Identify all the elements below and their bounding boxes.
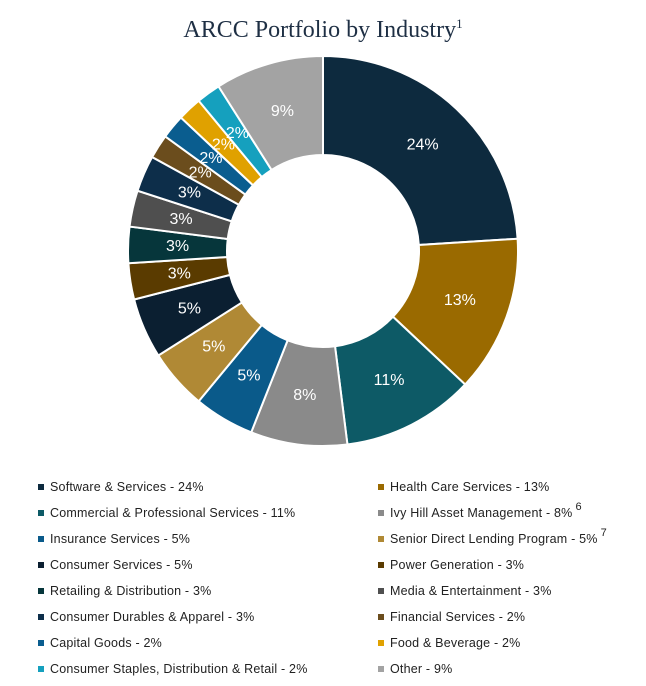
slice-data-label: 2% <box>212 136 235 153</box>
legend-item: Consumer Services - 5% <box>38 552 378 578</box>
legend-swatch <box>378 614 384 620</box>
chart-title: ARCC Portfolio by Industry1 <box>0 16 646 44</box>
legend-swatch <box>38 614 44 620</box>
legend-item: Software & Services - 24% <box>38 474 378 500</box>
legend-swatch <box>378 562 384 568</box>
legend-item: Insurance Services - 5% <box>38 526 378 552</box>
legend-swatch <box>378 640 384 646</box>
legend-label: Senior Direct Lending Program - 5% <box>390 532 598 546</box>
legend-item: Consumer Durables & Apparel - 3% <box>38 604 378 630</box>
legend-item: Financial Services - 2% <box>378 604 638 630</box>
legend-swatch <box>378 536 384 542</box>
slice-data-label: 2% <box>199 150 222 167</box>
legend-label: Health Care Services - 13% <box>390 480 550 494</box>
legend-item: Ivy Hill Asset Management - 8% 6 <box>378 500 638 526</box>
legend-swatch <box>38 562 44 568</box>
legend-label: Capital Goods - 2% <box>50 636 162 650</box>
legend-swatch <box>38 640 44 646</box>
slice-data-label: 5% <box>202 339 225 356</box>
slice-data-label: 9% <box>271 103 294 120</box>
legend-label: Consumer Services - 5% <box>50 558 193 572</box>
legend-label: Insurance Services - 5% <box>50 532 191 546</box>
slice-data-label: 3% <box>166 238 189 255</box>
slice-data-label: 5% <box>178 300 201 317</box>
slice-data-label: 8% <box>293 387 316 404</box>
legend-item: Commercial & Professional Services - 11% <box>38 500 378 526</box>
legend-item: Senior Direct Lending Program - 5% 7 <box>378 526 638 552</box>
donut-chart: 24%13%11%8%5%5%5%3%3%3%3%2%2%2%2%9% <box>127 54 519 447</box>
legend-swatch <box>378 588 384 594</box>
chart-title-text: ARCC Portfolio by Industry <box>183 17 457 43</box>
legend-swatch <box>38 536 44 542</box>
legend-swatch <box>38 666 44 672</box>
legend-label: Food & Beverage - 2% <box>390 636 521 650</box>
slice-data-label: 2% <box>189 165 212 182</box>
legend-swatch <box>378 510 384 516</box>
legend-item: Other - 9% <box>378 656 638 682</box>
slice-data-label: 3% <box>169 211 192 228</box>
slice-data-label: 24% <box>407 136 439 153</box>
legend-swatch <box>38 588 44 594</box>
donut-slice <box>217 54 324 172</box>
legend-swatch <box>38 510 44 516</box>
slice-data-label: 5% <box>237 368 260 385</box>
legend-label: Ivy Hill Asset Management - 8% <box>390 506 573 520</box>
legend-label: Power Generation - 3% <box>390 558 525 572</box>
legend-swatch <box>378 666 384 672</box>
legend-item: Food & Beverage - 2% <box>378 630 638 656</box>
slice-data-label: 11% <box>374 372 405 389</box>
legend-item: Capital Goods - 2% <box>38 630 378 656</box>
legend-footnote: 6 <box>575 501 582 513</box>
legend-label: Consumer Durables & Apparel - 3% <box>50 610 255 624</box>
slice-data-label: 3% <box>168 265 191 282</box>
legend-item: Power Generation - 3% <box>378 552 638 578</box>
legend-label: Consumer Staples, Distribution & Retail … <box>50 662 308 676</box>
legend-item: Media & Entertainment - 3% <box>378 578 638 604</box>
legend-item: Consumer Staples, Distribution & Retail … <box>38 656 378 682</box>
chart-title-footnote: 1 <box>456 16 463 31</box>
chart-legend: Software & Services - 24% Health Care Ser… <box>38 474 638 682</box>
legend-swatch <box>38 484 44 490</box>
slice-data-label: 13% <box>444 292 476 309</box>
legend-label: Software & Services - 24% <box>50 480 204 494</box>
legend-item: Health Care Services - 13% <box>378 474 638 500</box>
donut-slice <box>322 54 519 247</box>
slice-data-label: 2% <box>226 125 249 142</box>
legend-label: Retailing & Distribution - 3% <box>50 584 212 598</box>
legend-label: Financial Services - 2% <box>390 610 526 624</box>
legend-swatch <box>378 484 384 490</box>
legend-label: Media & Entertainment - 3% <box>390 584 552 598</box>
slice-data-label: 3% <box>178 185 201 202</box>
legend-label: Other - 9% <box>390 662 453 676</box>
legend-label: Commercial & Professional Services - 11% <box>50 506 296 520</box>
legend-item: Retailing & Distribution - 3% <box>38 578 378 604</box>
legend-footnote: 7 <box>600 527 607 539</box>
